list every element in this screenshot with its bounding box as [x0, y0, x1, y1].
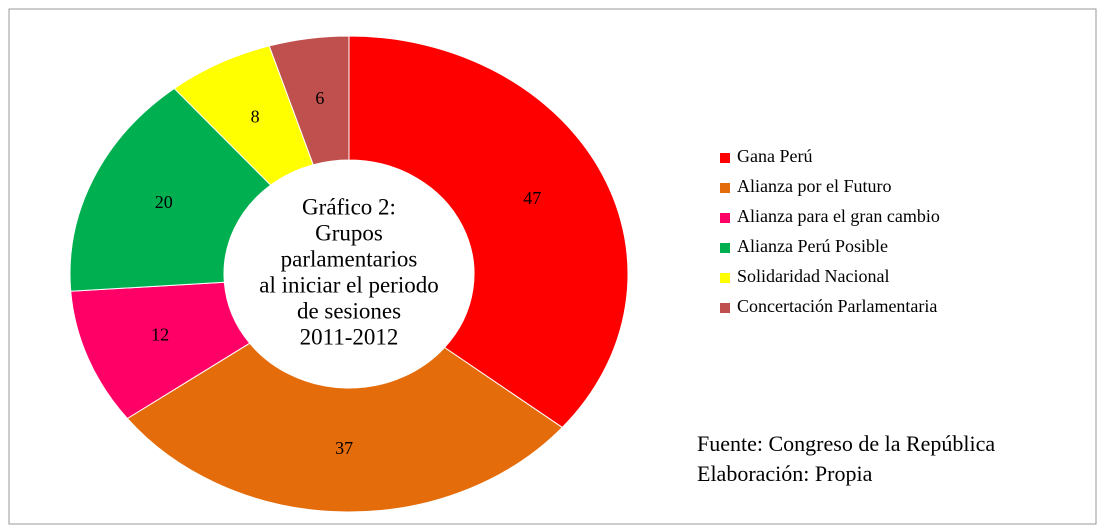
- legend-swatch: [720, 303, 730, 313]
- chart-title: parlamentarios: [281, 246, 418, 271]
- data-label: 8: [251, 106, 260, 126]
- chart-title: Grupos: [315, 220, 383, 245]
- legend-label: Solidaridad Nacional: [737, 266, 889, 286]
- legend-label: Alianza para el gran cambio: [737, 206, 940, 226]
- legend-swatch: [720, 183, 730, 193]
- legend-swatch: [720, 213, 730, 223]
- chart-title: de sesiones: [297, 298, 401, 323]
- legend-swatch: [720, 243, 730, 253]
- donut-slice: [268, 35, 350, 166]
- data-label: 47: [523, 188, 541, 208]
- donut-slice: [348, 35, 629, 429]
- data-label: 37: [335, 438, 353, 458]
- annotation: Elaboración: Propia: [697, 461, 873, 486]
- annotation: Fuente: Congreso de la República: [697, 431, 995, 456]
- legend-swatch: [720, 153, 730, 163]
- data-label: 20: [155, 192, 173, 212]
- chart-title: al iniciar el periodo: [259, 272, 438, 297]
- donut-slice: [69, 87, 272, 292]
- donut-slice: [126, 342, 564, 513]
- chart-title: 2011-2012: [300, 324, 399, 349]
- legend-label: Concertación Parlamentaria: [737, 296, 937, 316]
- legend-label: Gana Perú: [737, 146, 812, 166]
- legend-label: Alianza Perú Posible: [737, 236, 888, 256]
- chart-title: Gráfico 2:: [302, 194, 396, 219]
- data-label: 6: [315, 88, 324, 108]
- legend-swatch: [720, 273, 730, 283]
- data-label: 12: [151, 325, 169, 345]
- legend-label: Alianza por el Futuro: [737, 176, 891, 196]
